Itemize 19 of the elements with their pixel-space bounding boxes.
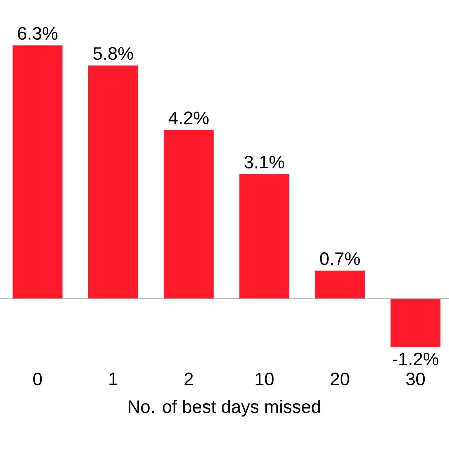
x-tick-label: 20 (331, 372, 350, 386)
bar (315, 270, 366, 300)
data-label: 0.7% (320, 252, 360, 266)
data-label: 4.2% (168, 112, 209, 124)
bar (12, 46, 63, 300)
x-tick-label: 10 (256, 372, 274, 386)
x-tick-label: 0 (34, 372, 42, 386)
x-axis-title: No. of best days missed (129, 400, 320, 417)
data-label: 3.1% (244, 156, 284, 169)
x-tick-label: 30 (406, 372, 426, 386)
data-label: 6.3% (18, 27, 58, 40)
data-label: 5.8% (94, 47, 134, 60)
x-tick-label: 1 (110, 372, 118, 386)
bar (164, 130, 214, 300)
bar (88, 66, 138, 300)
x-tick-label: 2 (184, 372, 194, 386)
bar (240, 174, 290, 300)
data-label: -1.2% (393, 352, 439, 366)
bar (390, 299, 441, 348)
